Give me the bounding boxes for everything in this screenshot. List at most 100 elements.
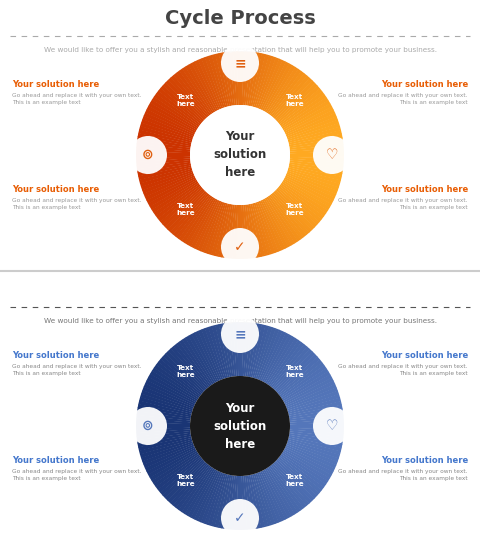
Wedge shape xyxy=(289,431,343,441)
Wedge shape xyxy=(211,474,228,527)
Wedge shape xyxy=(204,202,225,254)
Wedge shape xyxy=(279,455,324,491)
Wedge shape xyxy=(188,198,216,247)
Wedge shape xyxy=(228,476,237,530)
Wedge shape xyxy=(188,63,217,112)
Wedge shape xyxy=(250,203,265,257)
Wedge shape xyxy=(262,62,289,111)
Text: Text
here: Text here xyxy=(285,203,304,216)
Wedge shape xyxy=(146,106,196,133)
Wedge shape xyxy=(278,88,322,125)
Wedge shape xyxy=(266,196,298,243)
Wedge shape xyxy=(252,325,269,378)
Wedge shape xyxy=(146,377,196,404)
Wedge shape xyxy=(194,471,220,521)
Wedge shape xyxy=(288,440,340,459)
Wedge shape xyxy=(142,172,193,194)
Wedge shape xyxy=(271,464,307,508)
Wedge shape xyxy=(138,133,191,146)
Wedge shape xyxy=(156,455,201,490)
Wedge shape xyxy=(277,458,320,496)
Wedge shape xyxy=(286,384,336,408)
Text: Text
here: Text here xyxy=(176,94,195,107)
Wedge shape xyxy=(243,476,251,530)
Text: Text
here: Text here xyxy=(176,203,195,216)
Wedge shape xyxy=(288,394,340,412)
Wedge shape xyxy=(201,472,223,524)
Wedge shape xyxy=(283,178,332,208)
Wedge shape xyxy=(249,324,262,377)
Wedge shape xyxy=(287,390,339,411)
Wedge shape xyxy=(264,63,292,112)
Text: Text
here: Text here xyxy=(176,365,195,378)
Wedge shape xyxy=(208,326,227,378)
Wedge shape xyxy=(255,202,276,254)
Wedge shape xyxy=(285,109,335,135)
Wedge shape xyxy=(282,371,330,401)
Wedge shape xyxy=(173,73,209,117)
Wedge shape xyxy=(251,324,266,378)
Wedge shape xyxy=(280,94,326,127)
Wedge shape xyxy=(201,57,223,108)
Wedge shape xyxy=(275,461,315,501)
Wedge shape xyxy=(241,476,247,530)
Wedge shape xyxy=(191,332,218,382)
Text: This is an example text: This is an example text xyxy=(399,371,468,376)
Wedge shape xyxy=(218,475,231,528)
Text: ⊚: ⊚ xyxy=(142,419,154,433)
Wedge shape xyxy=(277,86,320,123)
Wedge shape xyxy=(204,473,225,525)
Wedge shape xyxy=(279,362,324,397)
Wedge shape xyxy=(225,204,235,259)
Wedge shape xyxy=(136,147,190,153)
Wedge shape xyxy=(207,203,226,255)
Wedge shape xyxy=(176,341,211,386)
Wedge shape xyxy=(259,330,283,380)
Circle shape xyxy=(313,136,351,174)
Wedge shape xyxy=(184,468,215,516)
Wedge shape xyxy=(182,338,214,384)
Circle shape xyxy=(129,407,167,445)
Wedge shape xyxy=(152,367,199,399)
Wedge shape xyxy=(136,154,190,159)
Wedge shape xyxy=(173,344,209,388)
Wedge shape xyxy=(145,446,195,472)
Wedge shape xyxy=(240,322,244,376)
Wedge shape xyxy=(152,96,199,128)
Text: Go ahead and replace it with your own text.: Go ahead and replace it with your own te… xyxy=(12,364,142,369)
Wedge shape xyxy=(215,53,230,106)
Wedge shape xyxy=(271,344,307,388)
Wedge shape xyxy=(197,472,221,522)
Wedge shape xyxy=(247,323,259,377)
Wedge shape xyxy=(266,67,299,114)
Wedge shape xyxy=(225,475,235,530)
Circle shape xyxy=(313,407,351,445)
Wedge shape xyxy=(160,458,203,495)
Wedge shape xyxy=(182,67,214,113)
Text: This is an example text: This is an example text xyxy=(399,476,468,481)
Wedge shape xyxy=(179,466,212,512)
Wedge shape xyxy=(229,322,237,376)
Wedge shape xyxy=(241,205,247,259)
Circle shape xyxy=(221,315,259,353)
Wedge shape xyxy=(141,390,193,410)
Wedge shape xyxy=(136,425,190,430)
Wedge shape xyxy=(263,469,292,518)
Wedge shape xyxy=(249,475,262,528)
Wedge shape xyxy=(137,435,191,448)
Circle shape xyxy=(221,499,259,537)
Wedge shape xyxy=(141,441,193,462)
Wedge shape xyxy=(280,183,326,217)
Wedge shape xyxy=(144,444,194,468)
Wedge shape xyxy=(165,190,205,230)
Wedge shape xyxy=(168,191,206,233)
Wedge shape xyxy=(279,91,324,126)
Wedge shape xyxy=(262,470,289,520)
Wedge shape xyxy=(204,327,225,379)
Wedge shape xyxy=(218,324,231,377)
Wedge shape xyxy=(233,51,239,105)
Wedge shape xyxy=(232,476,238,530)
Wedge shape xyxy=(259,59,283,109)
Wedge shape xyxy=(249,204,262,257)
Wedge shape xyxy=(232,205,238,259)
